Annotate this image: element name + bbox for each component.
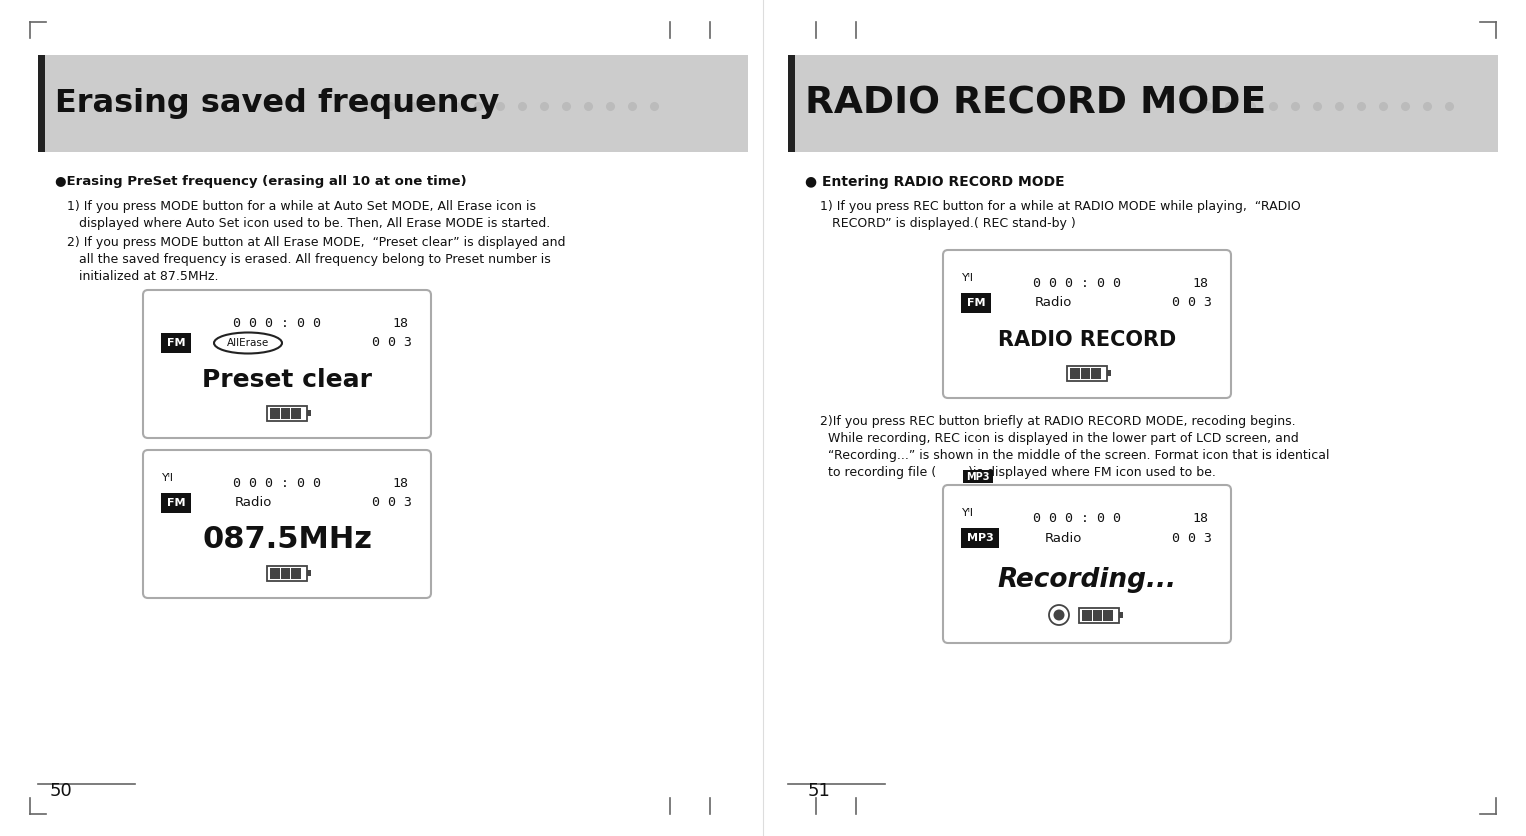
FancyBboxPatch shape (787, 55, 1499, 152)
Text: 0 0 0 : 0 0: 0 0 0 : 0 0 (1033, 277, 1122, 290)
Text: 18: 18 (392, 317, 407, 330)
Ellipse shape (214, 333, 282, 354)
Text: Erasing saved frequency: Erasing saved frequency (55, 88, 499, 119)
Bar (1106, 370, 1111, 376)
Text: 0 0 3: 0 0 3 (372, 497, 412, 509)
Text: initialized at 87.5MHz.: initialized at 87.5MHz. (67, 270, 218, 283)
FancyBboxPatch shape (943, 485, 1231, 643)
Text: 18: 18 (1192, 512, 1209, 525)
Text: Preset clear: Preset clear (201, 368, 372, 392)
Bar (307, 410, 311, 416)
Text: 2)If you press REC button briefly at RADIO RECORD MODE, recoding begins.: 2)If you press REC button briefly at RAD… (819, 415, 1296, 428)
FancyBboxPatch shape (143, 450, 430, 598)
Text: 50: 50 (50, 782, 73, 800)
Text: FM: FM (166, 498, 185, 508)
Text: 0 0 3: 0 0 3 (1172, 532, 1212, 544)
Text: RADIO RECORD: RADIO RECORD (998, 330, 1177, 350)
Bar (1082, 609, 1091, 620)
Bar (291, 407, 301, 419)
FancyBboxPatch shape (38, 55, 748, 152)
FancyBboxPatch shape (38, 55, 44, 152)
Text: all the saved frequency is erased. All frequency belong to Preset number is: all the saved frequency is erased. All f… (67, 253, 551, 266)
Text: Radio: Radio (235, 497, 272, 509)
Text: ● Entering RADIO RECORD MODE: ● Entering RADIO RECORD MODE (806, 175, 1065, 189)
Text: 0 0 3: 0 0 3 (1172, 297, 1212, 309)
Text: MP3: MP3 (966, 472, 990, 482)
FancyBboxPatch shape (162, 493, 191, 513)
Text: MP3: MP3 (966, 533, 993, 543)
Text: FM: FM (166, 338, 185, 348)
Text: Yᴵl: Yᴵl (162, 473, 174, 483)
Bar (1080, 368, 1091, 379)
Text: 0 0 0 : 0 0: 0 0 0 : 0 0 (233, 477, 320, 490)
Text: 1) If you press MODE button for a while at Auto Set MODE, All Erase icon is: 1) If you press MODE button for a while … (67, 200, 536, 213)
Text: to recording file (        )is displayed where FM icon used to be.: to recording file ( )is displayed where … (819, 466, 1216, 479)
FancyBboxPatch shape (943, 250, 1231, 398)
Bar (281, 407, 290, 419)
FancyBboxPatch shape (787, 55, 795, 152)
FancyBboxPatch shape (963, 470, 993, 483)
Text: While recording, REC icon is displayed in the lower part of LCD screen, and: While recording, REC icon is displayed i… (819, 432, 1299, 445)
Text: RECORD” is displayed.( REC stand-by ): RECORD” is displayed.( REC stand-by ) (819, 217, 1076, 230)
Bar (1119, 612, 1123, 618)
Text: 1) If you press REC button for a while at RADIO MODE while playing,  “RADIO: 1) If you press REC button for a while a… (819, 200, 1300, 213)
Text: AllErase: AllErase (227, 338, 269, 348)
FancyBboxPatch shape (143, 290, 430, 438)
Text: “Recording...” is shown in the middle of the screen. Format icon that is identic: “Recording...” is shown in the middle of… (819, 449, 1329, 462)
Text: ●Erasing PreSet frequency (erasing all 10 at one time): ●Erasing PreSet frequency (erasing all 1… (55, 175, 467, 188)
Text: Yᴵl: Yᴵl (961, 508, 974, 518)
Text: 0 0 0 : 0 0: 0 0 0 : 0 0 (233, 317, 320, 330)
Circle shape (1053, 609, 1065, 620)
Text: 18: 18 (392, 477, 407, 490)
FancyBboxPatch shape (961, 528, 1000, 548)
Text: 2) If you press MODE button at All Erase MODE,  “Preset clear” is displayed and: 2) If you press MODE button at All Erase… (67, 236, 566, 249)
Bar (1093, 609, 1102, 620)
Text: Radio: Radio (1044, 532, 1082, 544)
Bar (1103, 609, 1112, 620)
Text: FM: FM (967, 298, 986, 308)
Bar (1070, 368, 1080, 379)
Text: displayed where Auto Set icon used to be. Then, All Erase MODE is started.: displayed where Auto Set icon used to be… (67, 217, 551, 230)
Text: 18: 18 (1192, 277, 1209, 290)
Text: 0 0 3: 0 0 3 (372, 337, 412, 349)
Text: 51: 51 (807, 782, 830, 800)
FancyBboxPatch shape (961, 293, 990, 313)
Text: Recording...: Recording... (998, 567, 1177, 593)
Text: Radio: Radio (1035, 297, 1071, 309)
FancyBboxPatch shape (162, 333, 191, 353)
Text: RADIO RECORD MODE: RADIO RECORD MODE (806, 85, 1267, 121)
Bar (270, 568, 279, 579)
Bar (1091, 368, 1100, 379)
Bar (307, 570, 311, 576)
Bar (291, 568, 301, 579)
Bar (270, 407, 279, 419)
Text: 0 0 0 : 0 0: 0 0 0 : 0 0 (1033, 512, 1122, 525)
Bar (281, 568, 290, 579)
Text: 087.5MHz: 087.5MHz (201, 526, 372, 554)
Text: Yᴵl: Yᴵl (961, 273, 974, 283)
